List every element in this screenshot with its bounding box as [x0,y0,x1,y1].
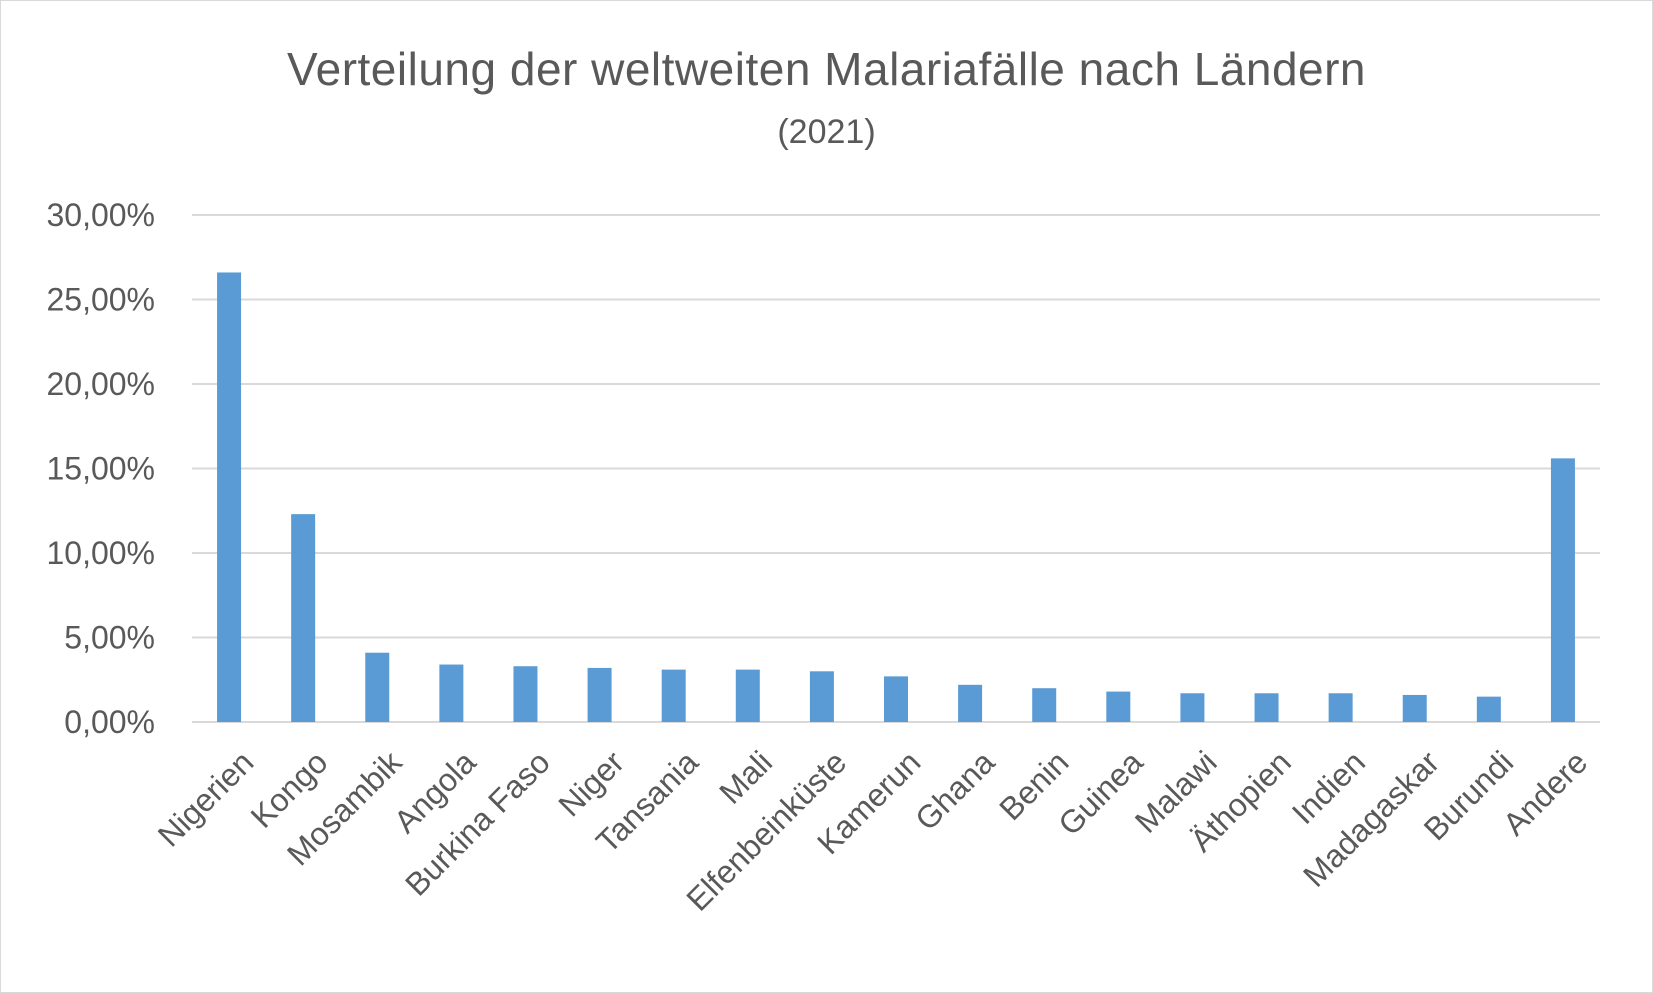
bar [1032,688,1057,722]
gridlines [192,214,1600,723]
bar [735,669,760,722]
bar [958,684,983,722]
y-tick-label: 0,00% [64,704,155,740]
bar [1328,693,1353,722]
bar [587,667,612,722]
bar [661,669,686,722]
bar [1180,693,1205,722]
x-category-label: Andere [1496,744,1594,842]
chart-title: Verteilung der weltweiten Malariafälle n… [286,43,1367,95]
bar [513,666,538,722]
y-tick-label: 20,00% [46,366,155,402]
bar [291,514,316,722]
bars [217,272,1575,722]
bar [1106,691,1131,722]
bar [1550,458,1575,722]
x-category-label: Ghana [908,744,1002,838]
bar [809,671,834,722]
y-tick-label: 10,00% [46,535,155,571]
bar [884,676,908,722]
y-tick-label: 5,00% [64,620,155,656]
y-tick-label: 30,00% [46,197,155,233]
x-category-label: Guinea [1051,744,1150,843]
bar [439,664,464,722]
bar [365,652,390,722]
bar [1476,696,1501,722]
bar [217,272,242,722]
y-tick-label: 25,00% [46,282,155,318]
chart-subtitle: (2021) [777,113,876,151]
bar [1402,694,1427,722]
x-category-label: Mali [712,744,779,811]
y-tick-label: 15,00% [46,451,155,487]
bar [1254,693,1279,722]
x-category-label: Nigerien [151,744,261,854]
y-axis-tick-labels: 0,00% 5,00% 10,00% 15,00% 20,00% 25,00% 30,00% [46,197,155,740]
